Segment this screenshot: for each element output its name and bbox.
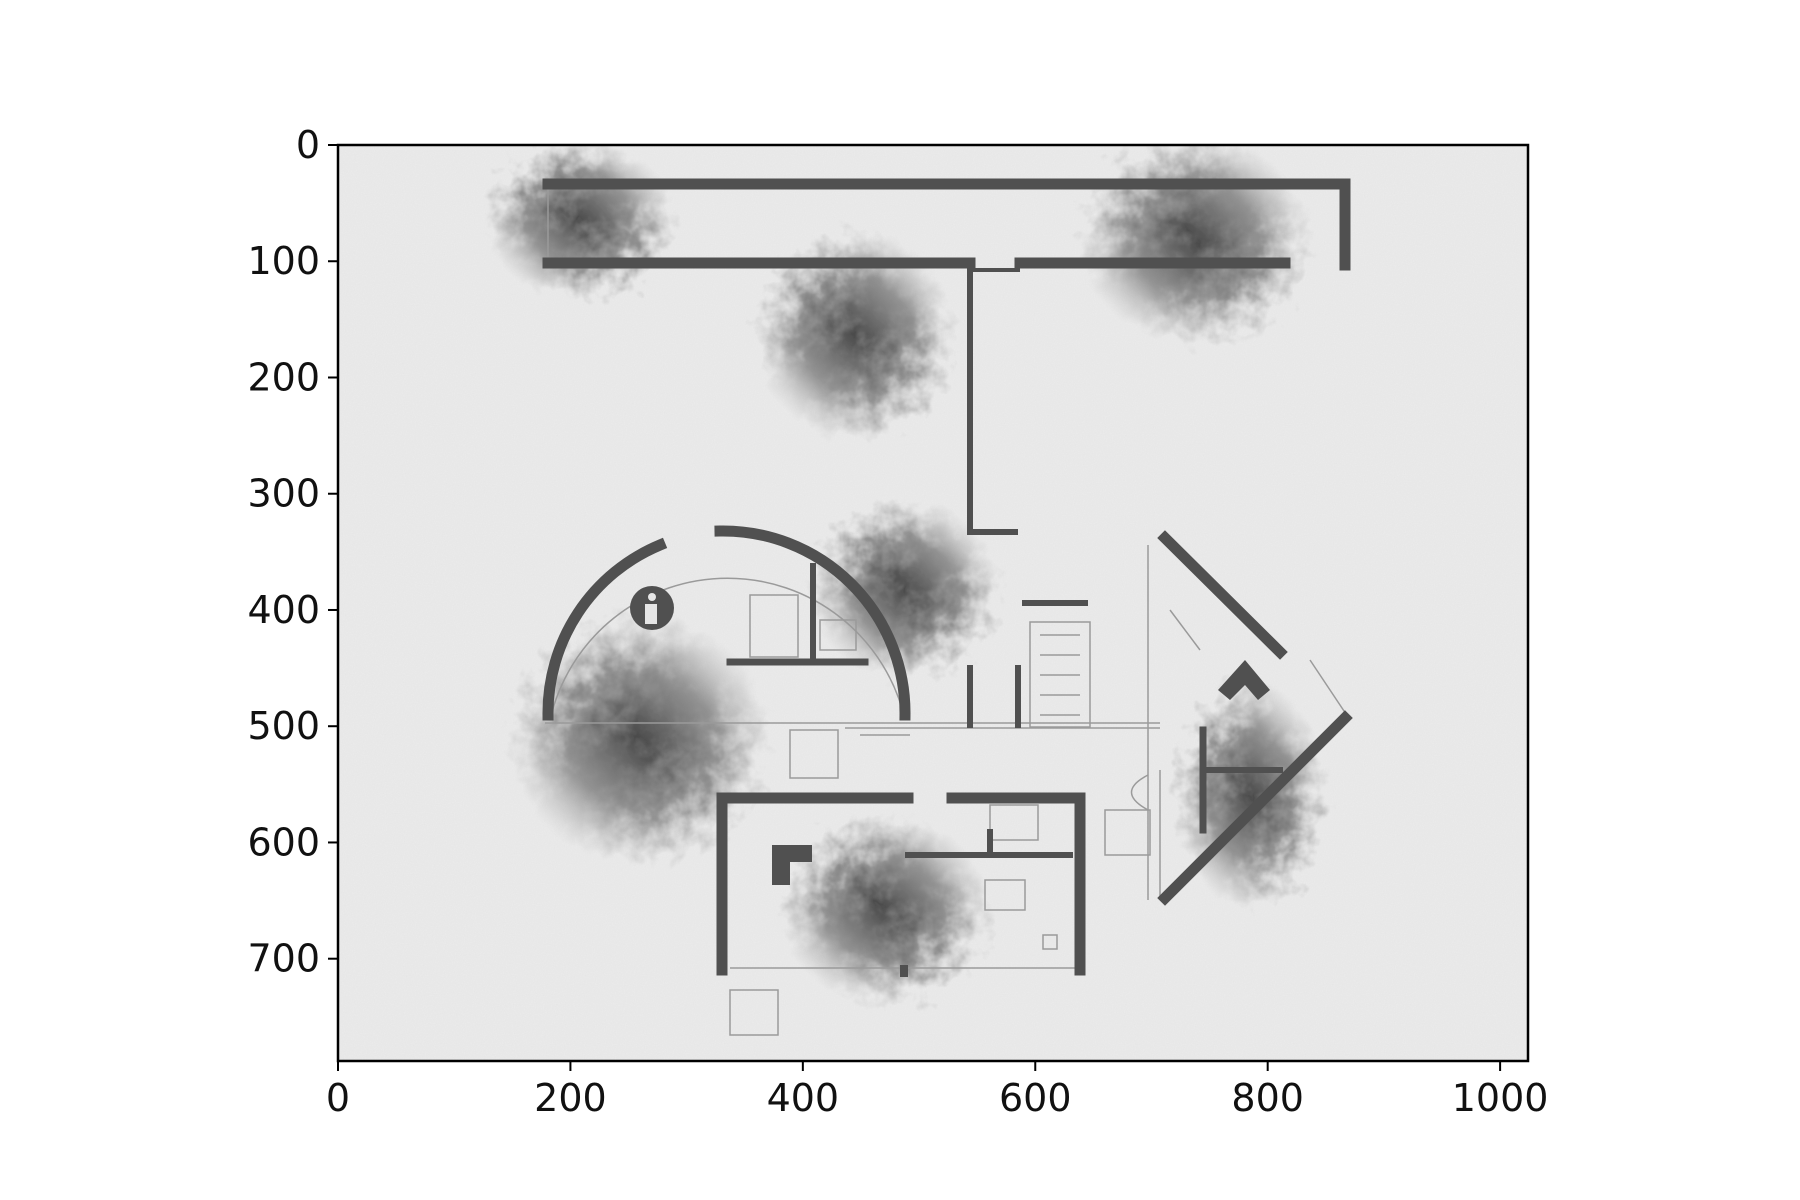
tree-top-right (1080, 145, 1310, 345)
tree-lower-left (510, 615, 770, 865)
y-tick-label: 300 (247, 472, 320, 516)
y-tick-label: 200 (247, 355, 320, 399)
wall-triangle-top (1157, 530, 1288, 660)
wall-triangle-bottom (1157, 710, 1353, 906)
plan-solid-elements (630, 586, 1270, 977)
column-small (900, 965, 908, 977)
tree-top-left (485, 145, 675, 300)
tree-right (1175, 680, 1325, 910)
plan-detail-lines (545, 185, 1351, 1036)
axes-frame (336, 143, 1530, 1063)
wall-arc-right (714, 525, 911, 721)
y-tick-label: 400 (247, 588, 320, 632)
y-tick-label: 500 (247, 704, 320, 748)
y-tick-label: 600 (247, 820, 320, 864)
plan-walls (542, 178, 1353, 976)
x-tick-label: 0 (326, 1076, 350, 1120)
wall-triangle-block (1218, 660, 1270, 700)
floor-plan-image (338, 145, 1528, 1061)
x-tick-label: 800 (1231, 1076, 1304, 1120)
x-tick-label: 1000 (1452, 1076, 1549, 1120)
x-tick-label: 400 (767, 1076, 840, 1120)
y-tick-label: 0 (296, 123, 320, 167)
tree-top-center (755, 230, 955, 440)
y-tick-label: 700 (247, 937, 320, 981)
tree-middle (810, 500, 1000, 680)
y-tick-label: 100 (247, 239, 320, 283)
x-axis: 0 200 400 600 800 1000 (326, 1061, 1549, 1120)
wall-arc-left (542, 537, 668, 721)
trees-group (485, 145, 1325, 1005)
y-axis: 0 100 200 300 400 500 600 700 (247, 123, 338, 981)
x-tick-label: 200 (534, 1076, 607, 1120)
x-tick-label: 600 (999, 1076, 1072, 1120)
fireplace-l-shape (772, 845, 812, 885)
tree-lower-center (780, 815, 990, 1005)
